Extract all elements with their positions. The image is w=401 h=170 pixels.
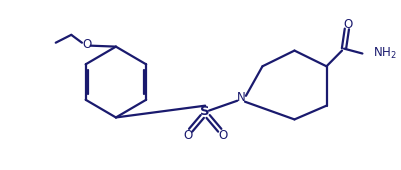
Text: N: N (236, 91, 245, 104)
Text: S: S (200, 105, 209, 118)
Text: O: O (182, 129, 192, 142)
Text: O: O (82, 38, 91, 51)
Text: O: O (217, 129, 227, 142)
Text: NH$_2$: NH$_2$ (372, 46, 396, 61)
Text: O: O (342, 18, 352, 30)
